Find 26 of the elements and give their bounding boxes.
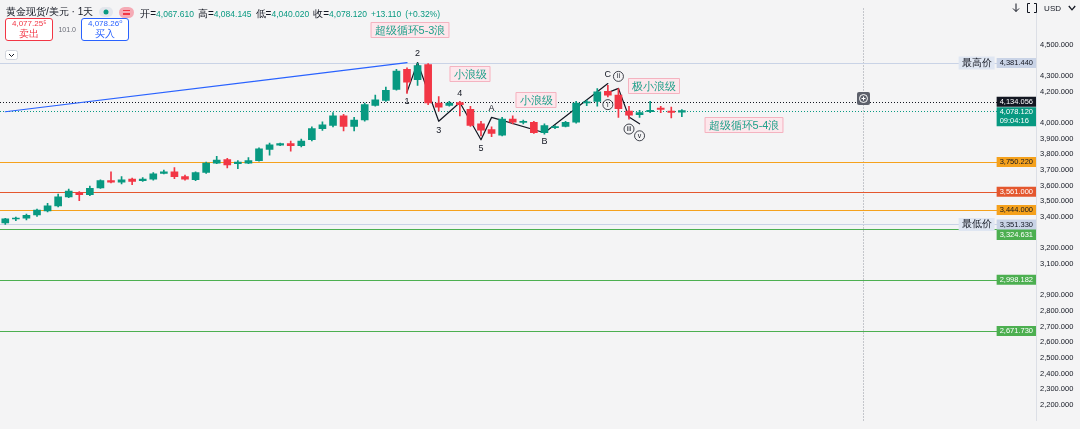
annotation: 超级循环5-3浪 [374, 23, 446, 36]
annotation: A [488, 102, 495, 113]
annotation: 5 [478, 143, 484, 154]
text: 开=4,067.610 高=4,084.145 低=4,040.020 收=4,078.120 +13.110 (+0.32%) [140, 8, 440, 19]
chart-title: 黄金现货/美元 · 1天 [6, 5, 94, 19]
annotation: C [604, 69, 612, 80]
annotation: 4,078.26⁰ [88, 19, 123, 29]
annotation: B [541, 136, 548, 147]
candlestick [234, 160, 242, 169]
annotation: 小浪级 [519, 93, 553, 106]
annotation: 卖出 [19, 28, 40, 40]
candlestick [456, 101, 464, 117]
annotation: 1 [404, 95, 410, 106]
annotation: 小浪级 [453, 67, 487, 80]
annotation: 最低价 [961, 218, 992, 230]
annotation: 极小浪级 [631, 79, 676, 92]
text: USD [1044, 3, 1061, 13]
annotation: 4 [457, 87, 463, 98]
annotation: 最高价 [961, 56, 992, 68]
annotation: 超级循环5-4浪 [708, 118, 780, 131]
annotation: 2 [415, 48, 421, 59]
annotation: 买入 [94, 28, 117, 40]
annotation: 3 [436, 124, 442, 135]
candlestick [667, 106, 676, 119]
annotation: 4,077.25⁵ [12, 19, 47, 29]
candlestick [107, 171, 115, 184]
